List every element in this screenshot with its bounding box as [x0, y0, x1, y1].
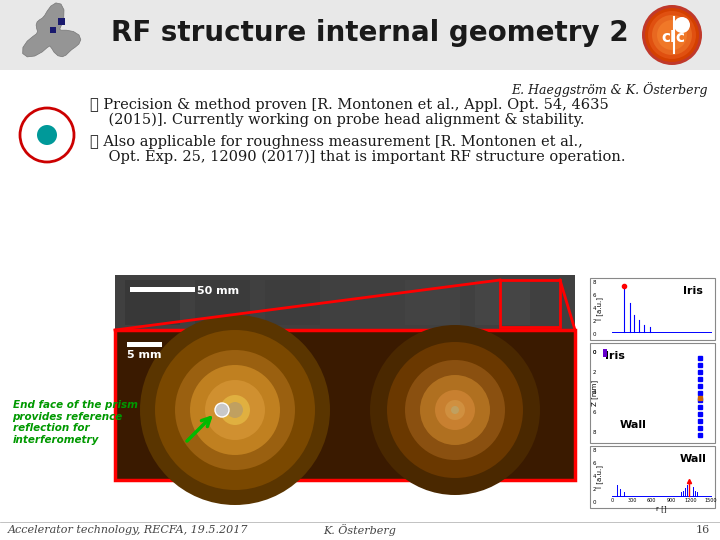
Text: 900: 900 [667, 498, 676, 503]
Bar [603, 349, 607, 357]
Bar [50, 27, 56, 33]
Circle shape [140, 315, 330, 505]
Text: 0: 0 [593, 500, 596, 505]
Text: Accelerator technology, RECFA, 19.5.2017: Accelerator technology, RECFA, 19.5.2017 [8, 525, 248, 535]
Text: 4: 4 [593, 306, 596, 311]
Text: K. Österberg: K. Österberg [323, 524, 397, 536]
Circle shape [657, 20, 687, 50]
Bar [500, 280, 560, 327]
Bar [265, 280, 320, 325]
Text: 0: 0 [593, 350, 596, 355]
Text: c: c [675, 30, 685, 44]
Circle shape [451, 406, 459, 414]
Bar [405, 280, 460, 325]
Text: 8: 8 [593, 430, 596, 435]
Bar [125, 280, 180, 325]
Circle shape [155, 330, 315, 490]
Text: ❧ Also applicable for roughness measurement [R. Montonen et al.,: ❧ Also applicable for roughness measurem… [90, 135, 583, 149]
Text: 2: 2 [593, 319, 596, 324]
Text: E. Haeggström & K. Österberg: E. Haeggström & K. Österberg [511, 82, 708, 97]
Circle shape [215, 403, 229, 417]
Circle shape [645, 8, 699, 62]
Text: RF structure internal geometry 2: RF structure internal geometry 2 [111, 19, 629, 47]
Circle shape [175, 350, 295, 470]
Text: 5 mm: 5 mm [127, 350, 161, 360]
Circle shape [227, 402, 243, 418]
Text: 6: 6 [593, 293, 596, 298]
Bar [335, 280, 390, 325]
Text: Z [mm]: Z [mm] [592, 380, 598, 406]
Circle shape [220, 395, 250, 425]
Circle shape [190, 365, 280, 455]
Text: I [a.u.]: I [a.u.] [597, 298, 603, 321]
Text: 6: 6 [593, 410, 596, 415]
Circle shape [674, 17, 690, 33]
Text: Iris: Iris [605, 351, 625, 361]
Circle shape [652, 15, 692, 55]
Text: 600: 600 [647, 498, 657, 503]
Bar [475, 280, 530, 325]
Text: 2: 2 [593, 487, 596, 492]
Text: 0: 0 [593, 350, 596, 355]
Circle shape [435, 390, 475, 430]
Bar [195, 280, 250, 325]
Text: 0: 0 [593, 332, 596, 337]
Text: Iris: Iris [683, 286, 703, 296]
Text: 50 mm: 50 mm [197, 286, 239, 296]
Text: 1200: 1200 [685, 498, 698, 503]
Text: cl: cl [661, 30, 675, 44]
Bar [58, 18, 65, 25]
Text: Wall: Wall [680, 454, 706, 464]
Text: 300: 300 [627, 498, 636, 503]
Circle shape [445, 400, 465, 420]
Text: 4: 4 [593, 390, 596, 395]
Bar [127, 342, 162, 347]
Bar [130, 287, 195, 292]
Circle shape [370, 325, 540, 495]
Bar [590, 446, 715, 508]
Circle shape [420, 375, 490, 445]
Text: 16: 16 [696, 525, 710, 535]
Text: r []: r [] [656, 505, 667, 512]
Text: I [a.u.]: I [a.u.] [597, 465, 603, 489]
Circle shape [648, 11, 696, 59]
Circle shape [205, 380, 265, 440]
Text: 6: 6 [593, 461, 596, 465]
Bar [115, 275, 575, 330]
Circle shape [387, 342, 523, 478]
Text: ❧ Precision & method proven [R. Montonen et al., Appl. Opt. 54, 4635: ❧ Precision & method proven [R. Montonen… [90, 98, 608, 112]
Bar [115, 330, 575, 480]
Bar [0, 0, 720, 70]
Text: 1500: 1500 [705, 498, 717, 503]
Circle shape [405, 360, 505, 460]
Text: 8: 8 [593, 280, 596, 285]
Text: End face of the prism
provides reference
reflection for
interferometry: End face of the prism provides reference… [12, 400, 138, 445]
Text: 8: 8 [593, 448, 596, 453]
Circle shape [642, 5, 702, 65]
Polygon shape [23, 3, 81, 57]
Text: 4: 4 [593, 474, 596, 479]
Text: 2: 2 [593, 370, 596, 375]
Text: 0: 0 [611, 498, 613, 503]
Text: (2015)]. Currently working on probe head alignment & stability.: (2015)]. Currently working on probe head… [90, 113, 585, 127]
Bar [590, 343, 715, 443]
Text: Wall: Wall [620, 420, 647, 430]
Text: Opt. Exp. 25, 12090 (2017)] that is important RF structure operation.: Opt. Exp. 25, 12090 (2017)] that is impo… [90, 150, 626, 164]
Bar [590, 278, 715, 340]
Circle shape [37, 125, 57, 145]
